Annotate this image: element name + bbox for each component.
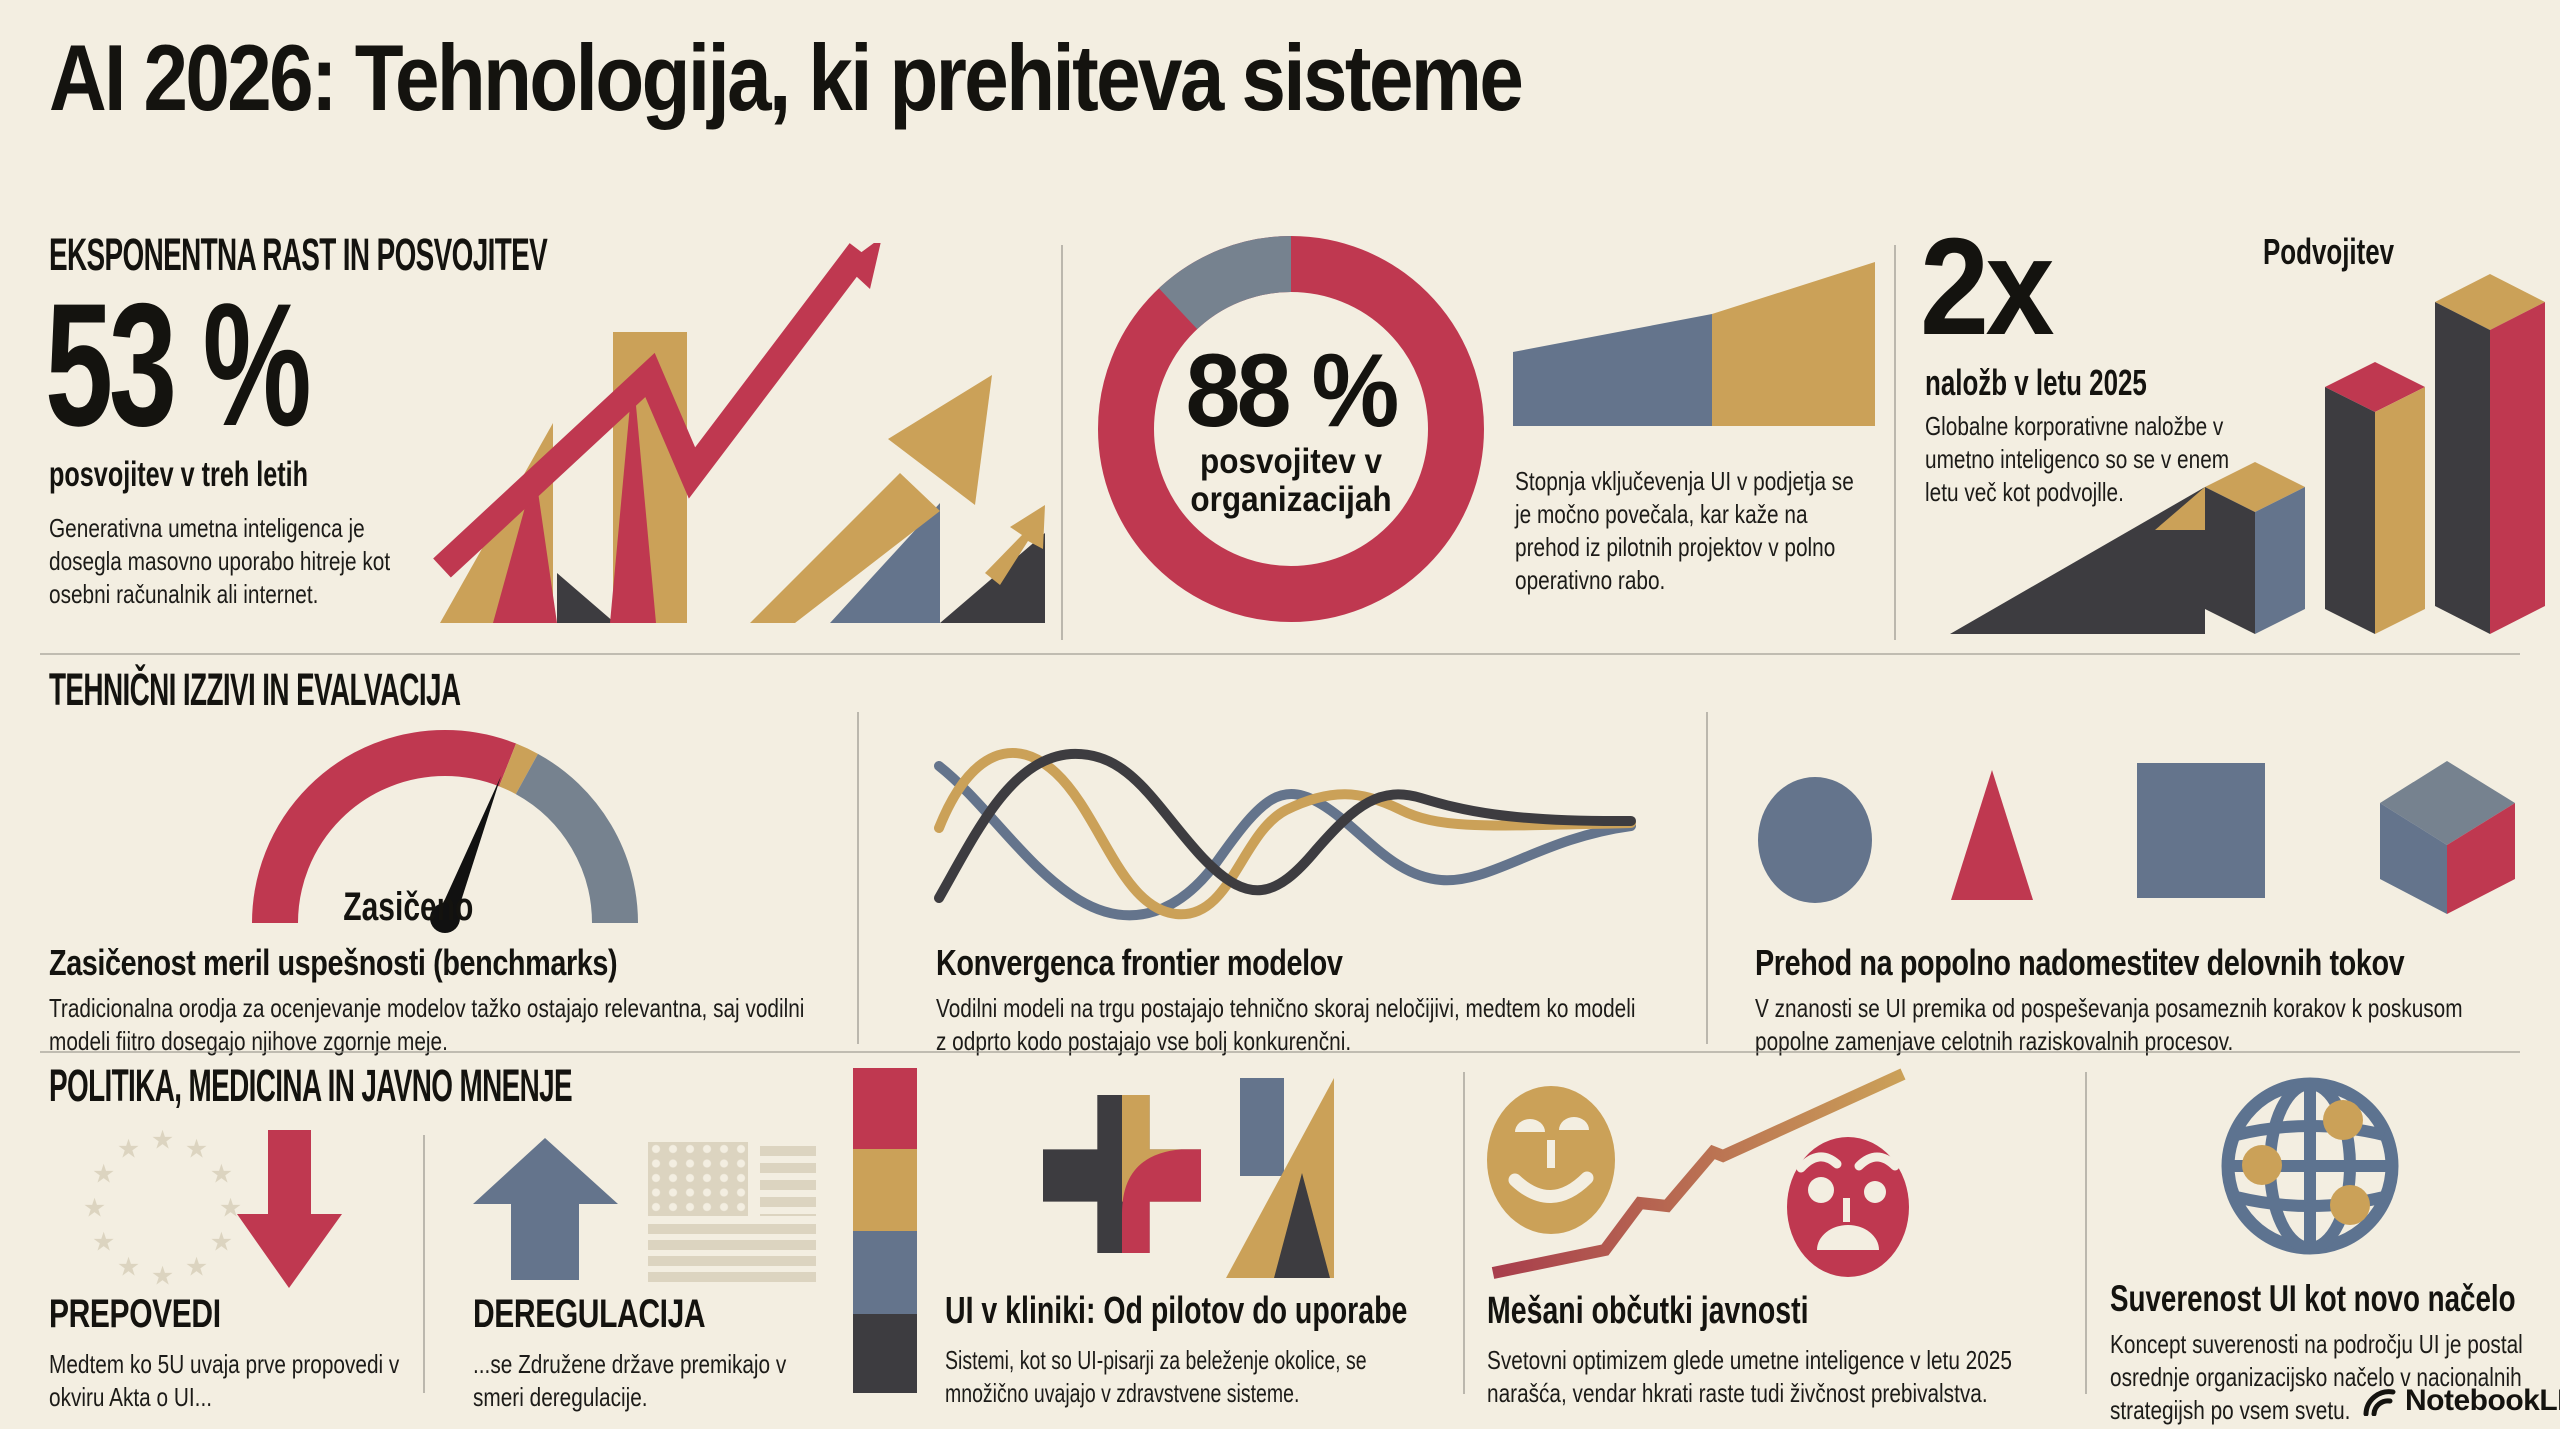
donut-center-text: 88 % posvojitev v organizacijah	[1095, 233, 1487, 625]
eu-star-icon: ★	[184, 1250, 209, 1281]
divider-vertical-7	[2085, 1072, 2087, 1394]
workflow-desc: V znanosti se UI premika od pospeševanja…	[1755, 993, 2463, 1057]
divider-vertical-4	[1706, 712, 1708, 1044]
adoption-donut-chart	[1098, 236, 1484, 622]
eu-star-icon: ★	[116, 1250, 141, 1281]
stat-2x: 2x	[1920, 210, 2055, 364]
notebooklm-logo-icon	[2363, 1389, 2396, 1416]
benchmark-gauge-chart	[252, 730, 638, 933]
section-growth-header: EKSPONENTNA RAST IN POSVOJITEV	[49, 229, 548, 280]
us-flag-canton	[648, 1142, 748, 1216]
divider-horizontal-1	[40, 653, 2520, 655]
us-flag-stripes	[648, 1224, 816, 1282]
section-policy-header: POLITIKA, MEDICINA IN JAVNO MNENJE	[49, 1060, 573, 1111]
stacked-bar-graphic	[853, 1068, 917, 1393]
convergence-desc: Vodilni modeli na trgu postajajo tehničn…	[936, 993, 1636, 1057]
sentiment-heading: Mešani občutki javnosti	[1487, 1290, 1809, 1332]
sovereignty-desc: Koncept suverenosti na področju UI je po…	[2110, 1329, 2523, 1426]
workflow-shapes-graphic	[1758, 761, 2515, 914]
eu-star-icon: ★	[82, 1192, 107, 1222]
stat-53-percent: 53 %	[45, 268, 312, 463]
investment-3d-bar-chart	[1950, 274, 2545, 634]
eu-star-icon: ★	[91, 1226, 116, 1256]
globe-icon	[2221, 1077, 2399, 1255]
down-arrow-icon	[237, 1130, 342, 1288]
us-flag-stripes	[760, 1146, 816, 1216]
stat-2x-label: naložb v letu 2025	[1925, 362, 2147, 403]
page-title: AI 2026: Tehnologija, ki prehiteva siste…	[49, 25, 1524, 130]
eu-star-icon: ★	[218, 1192, 243, 1222]
sovereignty-heading: Suverenost UI kot novo načelo	[2110, 1278, 2516, 1319]
stacked-bar-segment	[853, 1068, 917, 1149]
eu-star-icon: ★	[209, 1226, 234, 1256]
divider-vertical-5	[423, 1135, 425, 1393]
podvojitev-label: Podvojitev	[2263, 231, 2395, 272]
us-flag-icon	[648, 1142, 816, 1282]
eu-star-icon: ★	[116, 1133, 141, 1164]
clinic-desc: Sistemi, kot so UI-pisarji za beleženje …	[945, 1345, 1367, 1409]
notebooklm-brand: NotebookLM	[2362, 1384, 2560, 1418]
notebooklm-label: NotebookLM	[2405, 1384, 2560, 1417]
donut-value: 88 %	[1185, 332, 1400, 449]
up-arrow-icon	[473, 1138, 618, 1280]
circle-shape-icon	[1758, 777, 1872, 903]
abstract-building-icon	[1226, 1078, 1334, 1278]
happy-face-icon	[1487, 1086, 1615, 1234]
rising-line	[1491, 1068, 1906, 1279]
eu-star-icon: ★	[209, 1158, 234, 1188]
gauge-heading: Zasičenost meril uspešnosti (benchmarks)	[49, 942, 618, 983]
enterprise-wedge-chart	[1513, 262, 1875, 426]
stat-53-label: posvojitev v treh letih	[49, 455, 309, 494]
divider-vertical-1	[1061, 245, 1063, 640]
medical-cross-icon	[1043, 1095, 1201, 1253]
worried-face-icon	[1787, 1137, 1909, 1277]
cube-shape-icon	[2380, 761, 2515, 914]
bans-desc: Medtem ko 5U uvaja prve propovedi v okvi…	[49, 1349, 400, 1413]
divider-vertical-2	[1894, 245, 1896, 640]
growth-triangles-chart	[433, 243, 1045, 623]
workflow-heading: Prehod na popolno nadomestitev delovnih …	[1755, 942, 2405, 983]
sentiment-desc: Svetovni optimizem glede umetne intelige…	[1487, 1345, 2012, 1409]
dereg-desc: ...se Združene države premikajo v smeri …	[473, 1349, 787, 1413]
eu-star-icon: ★	[91, 1158, 116, 1188]
dereg-heading: DEREGULACIJA	[473, 1292, 706, 1336]
square-shape-icon	[2137, 763, 2265, 898]
stacked-bar-segment	[853, 1231, 917, 1314]
donut-caption: posvojitev v organizacijah	[1190, 441, 1392, 519]
convergence-lines-chart	[934, 747, 1636, 921]
gauge-label: Zasičeno	[343, 885, 474, 929]
stacked-bar-segment	[853, 1149, 917, 1231]
eu-star-icon: ★	[184, 1133, 209, 1164]
sentiment-faces-graphic	[1487, 1068, 1909, 1279]
eu-stars-icon: ★ ★ ★ ★ ★ ★ ★ ★ ★ ★ ★ ★	[80, 1124, 245, 1290]
gauge-desc: Tradicionalna orodja za ocenjevanje mode…	[49, 993, 805, 1057]
convergence-heading: Konvergenca frontier modelov	[936, 942, 1343, 983]
triangle-shape-icon	[1951, 770, 2033, 900]
stacked-bar-segment	[853, 1314, 917, 1393]
section-technical-header: TEHNIČNI IZZIVI IN EVALVACIJA	[49, 664, 461, 715]
eu-star-icon: ★	[150, 1124, 175, 1154]
clinic-heading: UI v kliniki: Od pilotov do uporabe	[945, 1290, 1408, 1332]
divider-vertical-6	[1463, 1072, 1465, 1394]
stat-53-desc: Generativna umetna inteligenca je dosegl…	[49, 513, 391, 610]
wedge-desc: Stopnja vključevenja UI v podjetja se je…	[1515, 466, 1854, 596]
eu-star-icon: ★	[150, 1260, 175, 1290]
bans-heading: PREPOVEDI	[49, 1292, 221, 1336]
invest-desc: Globalne korporativne naložbe v umetno i…	[1925, 411, 2230, 508]
divider-vertical-3	[857, 712, 859, 1044]
divider-horizontal-2	[40, 1051, 2520, 1053]
